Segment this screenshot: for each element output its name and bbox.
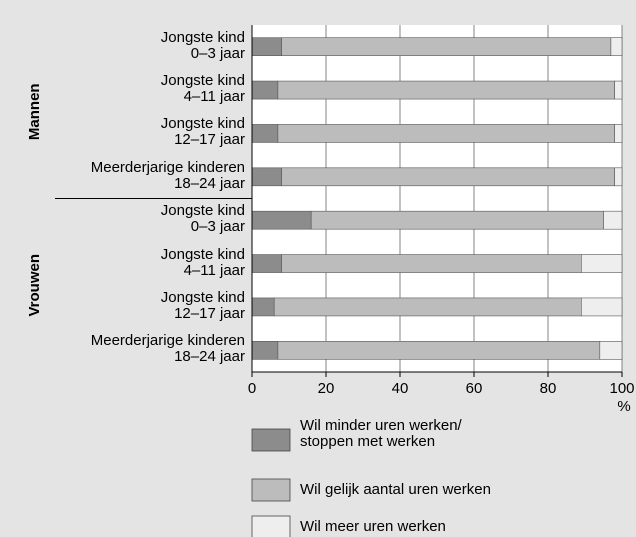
bar-segment (610, 37, 623, 56)
bar-segment (614, 124, 623, 143)
bar-segment (251, 254, 282, 273)
legend-label: Wil gelijk aantal uren werken (300, 481, 491, 498)
bar-segment (251, 167, 282, 187)
bar-segment (580, 254, 623, 273)
y-tick-label: Meerderjarige kinderen 18–24 jaar (90, 332, 245, 366)
bar-segment (614, 80, 623, 100)
x-tick-label: 100 (609, 380, 634, 397)
bar-segment (251, 37, 282, 56)
bar-segment (614, 167, 623, 187)
bar-segment (599, 341, 623, 360)
bar-segment (251, 341, 279, 360)
legend-label: Wil meer uren werken (300, 518, 446, 535)
y-tick-label: Jongste kind 4–11 jaar (160, 72, 245, 106)
plot-area (252, 25, 622, 372)
bar-segment (251, 297, 275, 317)
y-tick-label: Jongste kind 0–3 jaar (160, 202, 245, 236)
bar-segment (580, 297, 623, 317)
x-tick-label: 20 (318, 380, 335, 397)
y-tick-label: Meerderjarige kinderen 18–24 jaar (90, 158, 245, 192)
x-axis-label: % (617, 398, 630, 415)
bar-segment (310, 210, 604, 230)
y-tick-label: Jongste kind 0–3 jaar (160, 28, 245, 62)
bar-segment (281, 254, 582, 273)
legend-label: Wil minder uren werken/ stoppen met werk… (300, 417, 462, 450)
group-label: Vrouwen (26, 254, 43, 317)
y-tick-label: Jongste kind 4–11 jaar (160, 245, 245, 279)
bar-segment (273, 297, 582, 317)
bar-segment (277, 80, 615, 100)
x-tick-label: 40 (392, 380, 409, 397)
legend-swatch (251, 515, 291, 537)
bar-segment (281, 167, 615, 187)
legend-swatch (251, 428, 291, 452)
x-tick-label: 60 (466, 380, 483, 397)
bar-segment (281, 37, 612, 56)
bar-segment (251, 210, 312, 230)
x-tick-label: 80 (540, 380, 557, 397)
bar-segment (251, 124, 279, 143)
legend-swatch (251, 478, 291, 502)
bar-segment (277, 341, 601, 360)
x-tick-label: 0 (248, 380, 256, 397)
y-tick-label: Jongste kind 12–17 jaar (160, 115, 245, 149)
bar-segment (603, 210, 623, 230)
group-label: Mannen (26, 83, 43, 140)
bar-segment (251, 80, 279, 100)
y-tick-label: Jongste kind 12–17 jaar (160, 288, 245, 322)
bar-segment (277, 124, 615, 143)
